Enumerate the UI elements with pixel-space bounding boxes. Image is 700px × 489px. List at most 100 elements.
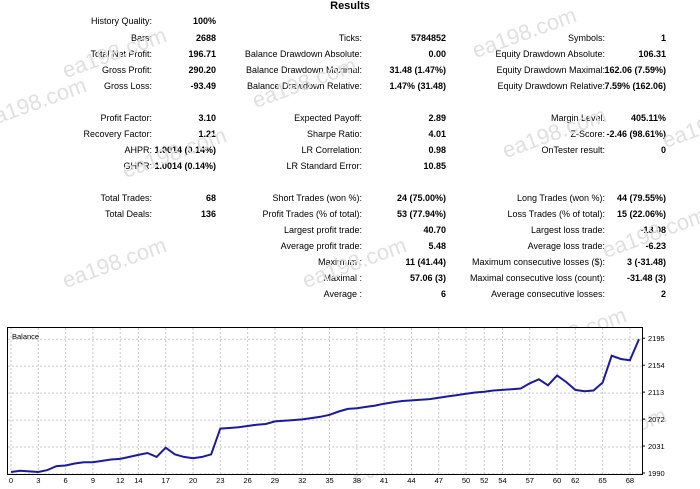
x-tick-label: 20	[189, 476, 197, 485]
x-tick-label: 35	[325, 476, 333, 485]
x-tick-label: 38	[353, 476, 361, 485]
stat-value-lrse: 10.85	[423, 161, 446, 171]
stat-label-alt: Average loss trade:	[527, 241, 605, 251]
x-tick-label: 54	[498, 476, 506, 485]
balance-series-line	[10, 338, 640, 474]
stat-value-tnp: 196.71	[188, 49, 216, 59]
stat-value-ltr: 15 (22.06%)	[616, 209, 666, 219]
stat-value-ep: 2.89	[428, 113, 446, 123]
stat-value-mxw: 57.06 (3)	[409, 273, 446, 283]
stat-label-lrc: LR Correlation:	[301, 145, 362, 155]
stat-value-llt: -18.08	[640, 225, 666, 235]
stat-value-lrc: 0.98	[428, 145, 446, 155]
x-tick-label: 23	[216, 476, 224, 485]
stat-label-eda: Equity Drawdown Absolute:	[495, 49, 605, 59]
x-tick-label: 62	[571, 476, 579, 485]
balance-chart-box: Balance	[7, 327, 643, 475]
stat-value-rf: 1.21	[198, 129, 216, 139]
stat-label-ahpr: AHPR:	[124, 145, 152, 155]
stat-value-sr: 4.01	[428, 129, 446, 139]
y-axis: 1990 2031 2072 2113 2154 2195	[642, 334, 665, 478]
stat-label-bars: Bars:	[130, 33, 152, 43]
x-axis: 0 3 6 9 12 14 17 20 23 26 29 32 35 38 41 44 47 50 52 54 57 60…	[9, 476, 634, 485]
stat-label-ep: Expected Payoff:	[294, 113, 362, 123]
stat-label-st: Short Trades (won %):	[272, 193, 362, 203]
stat-value-tt: 68	[205, 193, 216, 203]
stat-value-ghpr: 1.0014 (0.14%)	[154, 161, 216, 171]
stat-label-mcl: Maximum consecutive losses ($):	[471, 257, 605, 267]
stat-label-ltr: Loss Trades (% of total):	[507, 209, 605, 219]
x-tick-label: 60	[553, 476, 561, 485]
x-tick-label: 65	[598, 476, 606, 485]
chart-title: Balance	[12, 332, 39, 341]
chart-grid	[8, 328, 642, 475]
x-tick-label: 3	[36, 476, 40, 485]
stat-value-mxl: -31.48 (3)	[626, 273, 666, 283]
stat-value-avl: 2	[660, 289, 666, 299]
stat-label-gl: Gross Loss:	[103, 81, 152, 91]
stat-label-lpt: Largest profit trade:	[283, 225, 362, 235]
stat-value-ticks: 5784852	[410, 33, 446, 43]
stat-label-edm: Equity Drawdown Maximal:	[496, 65, 605, 75]
stat-value-pf: 3.10	[198, 113, 216, 123]
stat-value-bdm: 31.48 (1.47%)	[389, 65, 446, 75]
stat-label-edr: Equity Drawdown Relative:	[497, 81, 605, 91]
x-tick-label: 50	[462, 476, 470, 485]
x-tick-label: 9	[91, 476, 95, 485]
stat-label-pf: Profit Factor:	[100, 113, 152, 123]
stat-label-rf: Recovery Factor:	[83, 129, 152, 139]
x-tick-label: 6	[64, 476, 68, 485]
x-tick-label: 17	[162, 476, 170, 485]
stat-label-sr: Sharpe Ratio:	[306, 129, 362, 139]
stat-label-otr: OnTester result:	[541, 145, 605, 155]
x-tick-label: 0	[9, 476, 13, 485]
stat-label-hq: History Quality:	[90, 16, 152, 26]
stat-value-bars: 2688	[195, 33, 216, 43]
stat-value-otr: 0	[660, 145, 666, 155]
x-tick-label: 26	[243, 476, 251, 485]
x-tick-label: 52	[480, 476, 488, 485]
x-tick-label: 57	[526, 476, 534, 485]
y-tick-label: 2031	[648, 442, 665, 451]
stat-label-avl: Average consecutive losses:	[491, 289, 605, 299]
stat-label-ml: Margin Level:	[550, 113, 605, 123]
stat-label-bdm: Balance Drawdown Maximal:	[245, 65, 362, 75]
stat-label-apt: Average profit trade:	[280, 241, 362, 251]
stat-value-st: 24 (75.00%)	[396, 193, 446, 203]
balance-chart-panel: Balance 1990 2031 2072 2113 2154 2195 0 3 6 9 12 1…	[0, 322, 700, 486]
stat-value-hq: 100%	[192, 16, 216, 26]
stat-value-lt: 44 (79.55%)	[616, 193, 666, 203]
stat-value-lpt: 40.70	[423, 225, 446, 235]
y-tick-label: 2195	[648, 334, 665, 343]
stat-label-ticks: Ticks:	[338, 33, 362, 43]
stat-label-lt: Long Trades (won %):	[516, 193, 605, 203]
x-tick-label: 41	[380, 476, 388, 485]
stat-value-symbols: 1	[660, 33, 666, 43]
stat-value-zs: -2.46 (98.61%)	[606, 129, 666, 139]
stat-label-bdr: Balance Drawdown Relative:	[246, 81, 362, 91]
stat-label-tnp: Total Net Profit:	[90, 49, 152, 59]
balance-chart: Balance	[8, 328, 642, 475]
x-tick-label: 32	[298, 476, 306, 485]
watermark-text: ea198.com	[58, 232, 170, 293]
stat-value-mcw: 11 (41.44)	[405, 257, 446, 267]
stat-label-avw: Average :	[323, 289, 362, 299]
x-tick-label: 14	[134, 476, 142, 485]
x-tick-label: 29	[271, 476, 279, 485]
stat-label-gp: Gross Profit:	[101, 65, 152, 75]
stat-value-ahpr: 1.0014 (0.14%)	[154, 145, 216, 155]
stat-value-gp: 290.20	[188, 65, 216, 75]
stat-label-tt: Total Trades:	[100, 193, 152, 203]
stat-label-zs: Z-Score:	[570, 129, 605, 139]
y-tick-label: 2113	[648, 388, 664, 397]
stat-value-edr: 7.59% (162.06)	[604, 81, 666, 91]
stat-value-alt: -6.23	[645, 241, 666, 251]
stat-label-pt: Profit Trades (% of total):	[262, 209, 362, 219]
y-tick-label: 1990	[648, 469, 665, 478]
x-tick-label: 12	[116, 476, 124, 485]
stat-value-bda: 0.00	[428, 49, 446, 59]
stat-label-ghpr: GHPR:	[123, 161, 152, 171]
stat-value-bdr: 1.47% (31.48)	[389, 81, 446, 91]
stat-label-mxw: Maximal :	[323, 273, 362, 283]
stat-value-pt: 53 (77.94%)	[396, 209, 446, 219]
